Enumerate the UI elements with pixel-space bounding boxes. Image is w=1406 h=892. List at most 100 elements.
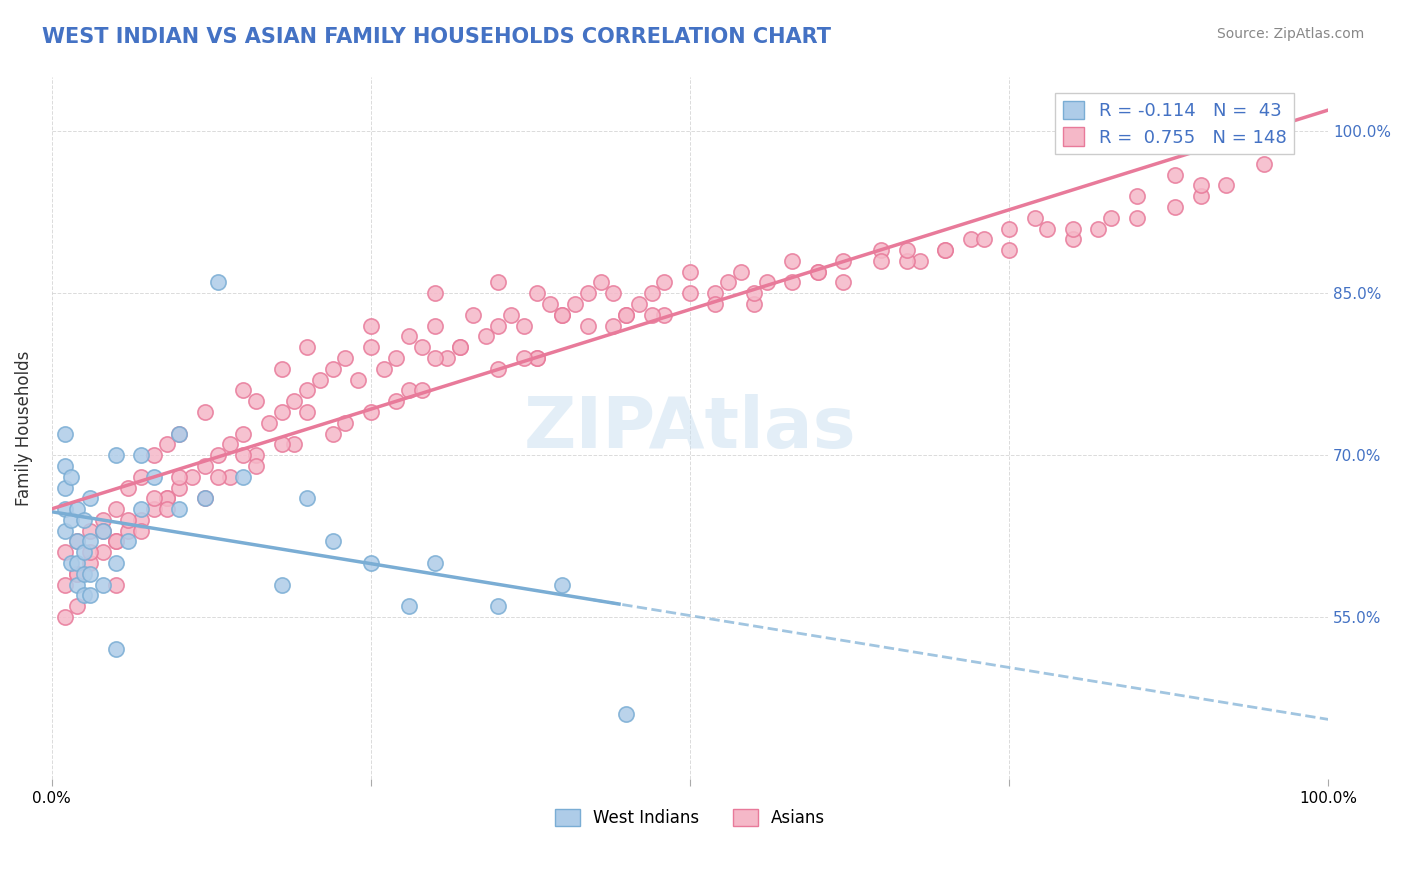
- Point: [53, 610, 76, 624]
- Point: [129, 502, 152, 516]
- Point: [360, 556, 382, 570]
- Point: [53, 458, 76, 473]
- Point: [73, 545, 96, 559]
- Point: [142, 448, 165, 462]
- Point: [730, 265, 752, 279]
- Point: [896, 253, 918, 268]
- Point: [104, 534, 127, 549]
- Point: [870, 243, 893, 257]
- Point: [513, 318, 536, 333]
- Point: [780, 253, 803, 268]
- Point: [257, 416, 280, 430]
- Point: [551, 577, 574, 591]
- Point: [169, 426, 191, 441]
- Point: [1062, 221, 1084, 235]
- Point: [117, 534, 139, 549]
- Point: [142, 469, 165, 483]
- Point: [207, 276, 229, 290]
- Text: ZIPAtlas: ZIPAtlas: [523, 393, 856, 463]
- Point: [322, 361, 344, 376]
- Point: [423, 556, 446, 570]
- Point: [1189, 178, 1212, 193]
- Point: [385, 394, 408, 409]
- Point: [59, 469, 82, 483]
- Text: WEST INDIAN VS ASIAN FAMILY HOUSEHOLDS CORRELATION CHART: WEST INDIAN VS ASIAN FAMILY HOUSEHOLDS C…: [42, 27, 831, 46]
- Point: [104, 556, 127, 570]
- Point: [322, 534, 344, 549]
- Point: [934, 243, 956, 257]
- Point: [104, 448, 127, 462]
- Point: [129, 469, 152, 483]
- Point: [998, 221, 1021, 235]
- Point: [614, 308, 637, 322]
- Point: [526, 351, 548, 365]
- Point: [627, 297, 650, 311]
- Point: [755, 276, 778, 290]
- Point: [640, 308, 662, 322]
- Point: [207, 469, 229, 483]
- Point: [908, 253, 931, 268]
- Point: [73, 566, 96, 581]
- Point: [91, 524, 114, 538]
- Point: [1189, 189, 1212, 203]
- Point: [576, 318, 599, 333]
- Point: [717, 276, 740, 290]
- Point: [79, 534, 101, 549]
- Point: [704, 286, 727, 301]
- Point: [449, 340, 471, 354]
- Point: [270, 577, 292, 591]
- Point: [589, 276, 612, 290]
- Point: [742, 297, 765, 311]
- Point: [679, 286, 702, 301]
- Point: [53, 577, 76, 591]
- Point: [640, 286, 662, 301]
- Point: [53, 481, 76, 495]
- Point: [104, 502, 127, 516]
- Point: [66, 502, 89, 516]
- Point: [423, 318, 446, 333]
- Point: [169, 502, 191, 516]
- Point: [295, 405, 318, 419]
- Point: [398, 329, 420, 343]
- Point: [59, 513, 82, 527]
- Point: [104, 577, 127, 591]
- Point: [79, 545, 101, 559]
- Point: [335, 351, 357, 365]
- Point: [73, 513, 96, 527]
- Point: [449, 340, 471, 354]
- Point: [488, 361, 510, 376]
- Point: [335, 416, 357, 430]
- Point: [1215, 178, 1237, 193]
- Y-axis label: Family Households: Family Households: [15, 351, 32, 506]
- Point: [1099, 211, 1122, 225]
- Point: [526, 351, 548, 365]
- Point: [66, 556, 89, 570]
- Point: [602, 286, 624, 301]
- Point: [91, 513, 114, 527]
- Point: [934, 243, 956, 257]
- Point: [169, 426, 191, 441]
- Point: [245, 394, 267, 409]
- Point: [169, 469, 191, 483]
- Legend: West Indians, Asians: West Indians, Asians: [548, 802, 832, 834]
- Point: [423, 351, 446, 365]
- Point: [436, 351, 458, 365]
- Point: [270, 361, 292, 376]
- Point: [232, 448, 254, 462]
- Point: [896, 243, 918, 257]
- Point: [1125, 189, 1147, 203]
- Point: [66, 534, 89, 549]
- Text: Source: ZipAtlas.com: Source: ZipAtlas.com: [1216, 27, 1364, 41]
- Point: [283, 394, 305, 409]
- Point: [270, 437, 292, 451]
- Point: [1036, 221, 1059, 235]
- Point: [142, 491, 165, 506]
- Point: [129, 524, 152, 538]
- Point: [1125, 211, 1147, 225]
- Point: [53, 502, 76, 516]
- Point: [704, 297, 727, 311]
- Point: [219, 469, 242, 483]
- Point: [156, 502, 179, 516]
- Point: [207, 448, 229, 462]
- Point: [232, 469, 254, 483]
